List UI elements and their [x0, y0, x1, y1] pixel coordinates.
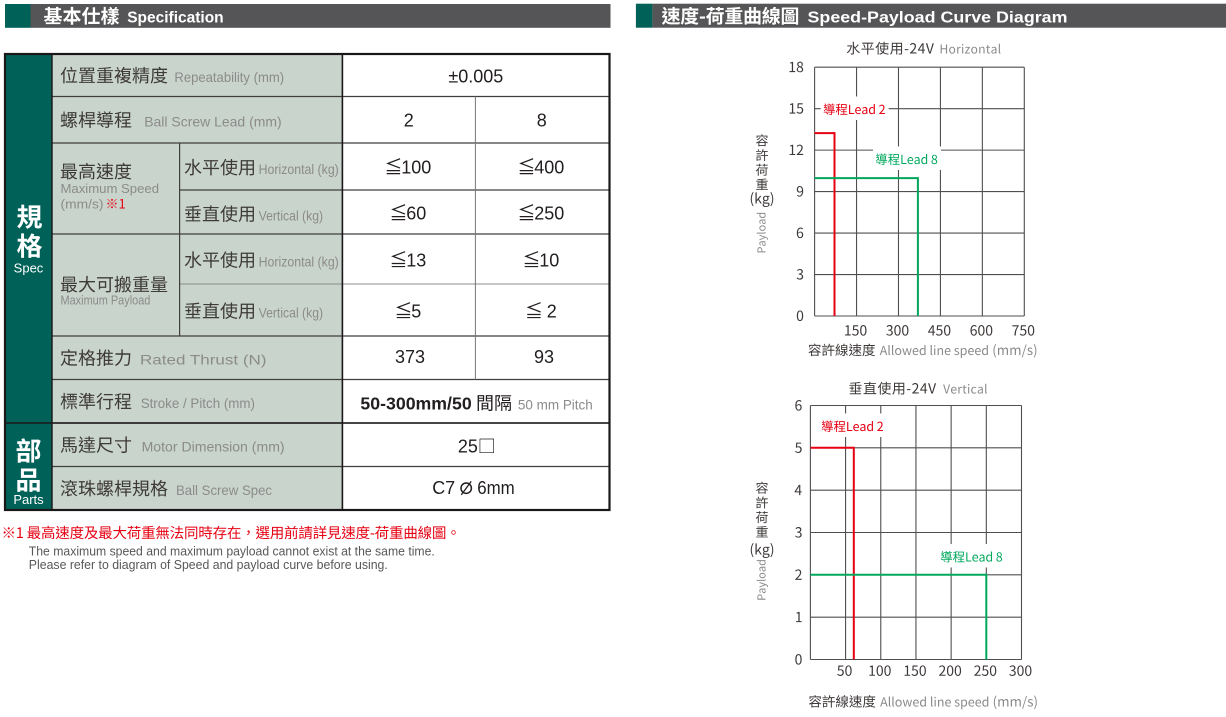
- svg-text:C7: C7: [432, 478, 455, 498]
- svg-text:2: 2: [404, 111, 414, 131]
- svg-text:Ball Screw Spec: Ball Screw Spec: [176, 482, 272, 498]
- svg-text:Maximum Payload: Maximum Payload: [61, 293, 151, 308]
- svg-text:25: 25: [458, 437, 478, 457]
- svg-text:50-300mm/50: 50-300mm/50: [360, 394, 472, 414]
- svg-text:Maximum Speed: Maximum Speed: [61, 181, 160, 196]
- svg-text:Rated Thrust (N): Rated Thrust (N): [140, 352, 267, 368]
- svg-text:Stroke / Pitch (mm): Stroke / Pitch (mm): [141, 395, 255, 411]
- svg-text:Spec: Spec: [14, 261, 44, 276]
- svg-text:400: 400: [534, 157, 564, 177]
- svg-text:60: 60: [406, 203, 426, 223]
- svg-text:5: 5: [411, 301, 421, 321]
- svg-text:373: 373: [395, 347, 425, 367]
- svg-text:Specification: Specification: [127, 10, 223, 27]
- svg-text:(mm/s): (mm/s): [61, 197, 104, 212]
- svg-text:The maximum speed and maximum: The maximum speed and maximum payload ca…: [29, 544, 435, 559]
- svg-text:10: 10: [539, 250, 559, 270]
- svg-text:Vertical (kg): Vertical (kg): [259, 305, 324, 321]
- svg-text:±0.005: ±0.005: [448, 66, 503, 86]
- svg-text:Vertical (kg): Vertical (kg): [259, 208, 324, 224]
- svg-text:Horizontal (kg): Horizontal (kg): [259, 254, 339, 270]
- svg-text:Ball Screw Lead (mm): Ball Screw Lead (mm): [144, 114, 282, 130]
- svg-text:100: 100: [401, 157, 431, 177]
- svg-text:Please refer to diagram of Spe: Please refer to diagram of Speed and pay…: [29, 557, 388, 572]
- svg-text:Parts: Parts: [13, 492, 44, 507]
- svg-text:13: 13: [406, 250, 426, 270]
- svg-text:Horizontal (kg): Horizontal (kg): [259, 161, 339, 177]
- svg-text:2: 2: [542, 301, 557, 321]
- svg-text:250: 250: [534, 203, 564, 223]
- svg-text:Repeatability (mm): Repeatability (mm): [174, 69, 284, 85]
- svg-text:Motor Dimension (mm): Motor Dimension (mm): [142, 439, 285, 455]
- svg-text:8: 8: [537, 111, 547, 131]
- svg-text:93: 93: [534, 347, 554, 367]
- svg-text:Speed-Payload Curve Diagram: Speed-Payload Curve Diagram: [808, 10, 1068, 27]
- svg-text:6mm: 6mm: [477, 478, 515, 498]
- svg-text:50 mm Pitch: 50 mm Pitch: [518, 398, 593, 413]
